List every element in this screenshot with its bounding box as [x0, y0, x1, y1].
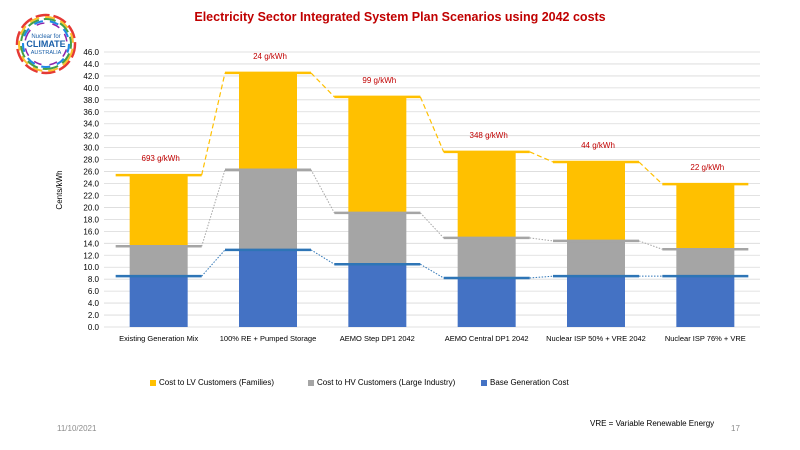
bar-segment-hv	[676, 249, 735, 277]
legend-label-hv: Cost to HV Customers (Large Industry)	[317, 378, 456, 387]
y-tick-label: 10.0	[83, 263, 99, 272]
bar-segment-base	[129, 276, 188, 327]
y-tick-label: 28.0	[83, 156, 99, 165]
legend-swatch-base	[481, 379, 487, 386]
bar-segment-hv	[239, 169, 297, 250]
page-number: 17	[731, 424, 740, 433]
y-tick-label: 44.0	[83, 60, 99, 69]
logo-line3: AUSTRALIA	[31, 50, 62, 56]
legend-label-lv: Cost to LV Customers (Families)	[159, 378, 274, 387]
y-axis-label: Cents/kWh	[55, 170, 64, 209]
x-tick-label: Nuclear ISP 76% + VRE	[665, 334, 746, 343]
connector-line-lv	[201, 72, 226, 176]
bar-segment-base	[567, 276, 625, 327]
connector-line-hv	[201, 169, 226, 247]
y-tick-label: 40.0	[83, 84, 99, 93]
y-tick-label: 34.0	[83, 120, 99, 129]
y-tick-label: 4.0	[88, 299, 100, 308]
x-tick-label: Existing Generation Mix	[119, 334, 198, 343]
footnote: VRE = Variable Renewable Energy	[590, 419, 715, 428]
legend-label-base: Base Generation Cost	[490, 378, 569, 387]
bar-segment-lv	[676, 184, 735, 250]
emissions-annotation: 22 g/kWh	[690, 163, 724, 172]
x-tick-label: AEMO Central DP1 2042	[445, 334, 529, 343]
bar-segment-lv	[129, 175, 188, 247]
legend-item-base: Base Generation Cost	[481, 378, 569, 387]
connector-line-lv	[638, 161, 663, 185]
bar-segment-base	[457, 277, 516, 327]
x-tick-label: 100% RE + Pumped Storage	[220, 334, 317, 343]
bar-segment-hv	[129, 246, 188, 277]
logo-line1: Nuclear for	[31, 34, 60, 40]
connector-line-lv	[419, 96, 445, 153]
connector-line-hv	[638, 240, 663, 250]
bar-segment-hv	[457, 237, 516, 278]
emissions-annotation: 348 g/kWh	[470, 131, 508, 140]
emissions-annotation: 44 g/kWh	[581, 141, 615, 150]
y-tick-label: 16.0	[83, 227, 99, 236]
chart-title: Electricity Sector Integrated System Pla…	[194, 10, 606, 24]
connector-line-base	[201, 249, 226, 277]
y-tick-label: 46.0	[83, 48, 99, 57]
legend-item-lv: Cost to LV Customers (Families)	[150, 378, 274, 387]
bar-segment-base	[348, 264, 407, 327]
connector-line-base	[310, 249, 335, 265]
y-tick-label: 2.0	[88, 311, 100, 320]
x-tick-label: AEMO Step DP1 2042	[340, 334, 415, 343]
y-tick-label: 30.0	[83, 144, 99, 153]
legend-item-hv: Cost to HV Customers (Large Industry)	[308, 378, 455, 387]
y-tick-label: 18.0	[83, 215, 99, 224]
bar-segment-base	[239, 249, 297, 327]
emissions-annotation: 693 g/kWh	[142, 154, 180, 163]
slide-date: 11/10/2021	[57, 424, 97, 433]
legend-swatch-hv	[308, 379, 314, 386]
y-tick-label: 22.0	[83, 191, 99, 200]
bar-segment-lv	[348, 96, 407, 213]
bar-segment-lv	[457, 151, 516, 238]
connector-line-hv	[529, 237, 554, 242]
x-tick-label: Nuclear ISP 50% + VRE 2042	[546, 334, 646, 343]
connector-line-base	[420, 263, 444, 279]
bar-segment-hv	[567, 240, 625, 277]
y-tick-label: 14.0	[83, 239, 99, 248]
y-tick-label: 0.0	[88, 323, 100, 332]
y-tick-label: 24.0	[83, 180, 99, 189]
y-tick-label: 32.0	[83, 132, 99, 141]
emissions-annotation: 24 g/kWh	[253, 52, 287, 61]
bar-segment-hv	[348, 212, 407, 265]
y-tick-label: 12.0	[83, 251, 99, 260]
emissions-annotation: 99 g/kWh	[362, 76, 396, 85]
bar-segment-lv	[239, 72, 297, 170]
y-tick-label: 38.0	[83, 96, 99, 105]
connector-line-hv	[310, 169, 335, 214]
connector-line-base	[529, 275, 554, 279]
connector-line-lv	[529, 151, 554, 163]
y-tick-label: 8.0	[88, 275, 100, 284]
y-tick-label: 6.0	[88, 287, 100, 296]
logo-ring-icon: Nuclear for CLIMATE AUSTRALIA	[15, 13, 77, 75]
y-tick-label: 26.0	[83, 168, 99, 177]
connector-line-hv	[419, 212, 445, 239]
logo-line2: CLIMATE	[26, 39, 65, 49]
y-tick-label: 36.0	[83, 108, 99, 117]
y-tick-label: 20.0	[83, 203, 99, 212]
y-tick-label: 42.0	[83, 72, 99, 81]
nuclear-for-climate-australia-logo: Nuclear for CLIMATE AUSTRALIA	[14, 12, 78, 76]
connector-line-lv	[310, 72, 335, 98]
bar-segment-lv	[567, 162, 625, 241]
bar-segment-base	[676, 276, 735, 327]
legend-swatch-lv	[150, 379, 156, 386]
